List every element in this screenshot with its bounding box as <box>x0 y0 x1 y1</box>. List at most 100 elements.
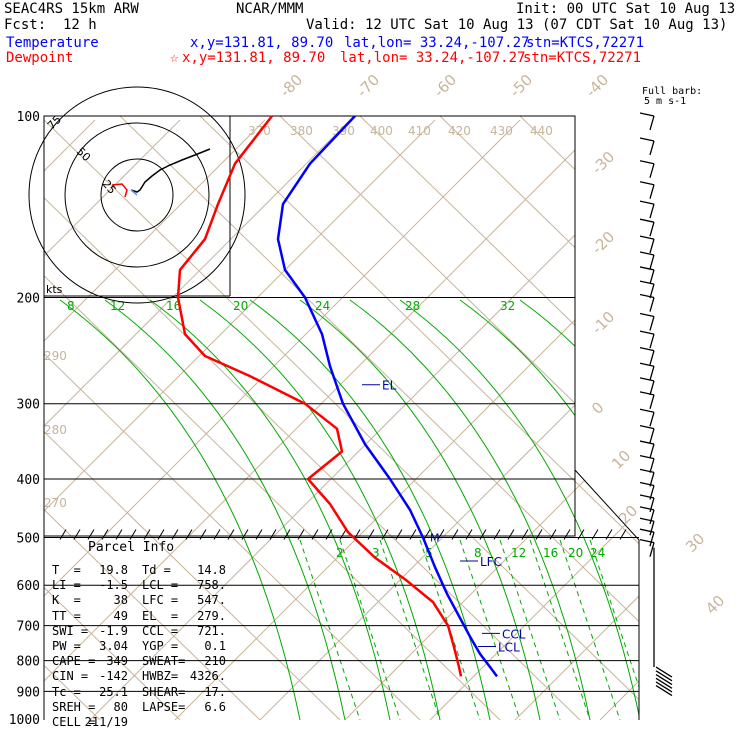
wind-barb-staff <box>649 222 655 237</box>
mixing-ratio-label: 20 <box>568 546 583 560</box>
hodograph-ring-label: 25 <box>100 178 119 197</box>
isotherm-label: -60 <box>430 71 460 101</box>
wind-barb-staff <box>649 140 655 156</box>
moist-adiabat-line <box>149 299 391 720</box>
parcel-info-a: T = <box>52 563 81 577</box>
parcel-info-av: -142 <box>99 669 128 684</box>
theta-label: 280 <box>44 423 67 437</box>
hatch-mark <box>311 529 319 540</box>
wind-barb-flag <box>639 454 655 460</box>
hatch-mark <box>577 529 585 540</box>
moist-adiabat-label: 8 <box>67 299 75 313</box>
isotherm-label: -10 <box>588 308 618 338</box>
wind-barb-flag <box>639 330 655 335</box>
isotherm-line <box>514 119 639 720</box>
isotherm-label: -70 <box>353 71 383 101</box>
wind-barb-flag <box>639 251 655 256</box>
theta-label: 420 <box>448 124 471 138</box>
moist-adiabat-line <box>199 299 441 720</box>
isotherm-line <box>44 119 436 720</box>
wind-barb-staff <box>649 521 655 536</box>
theta-label: 290 <box>44 349 67 363</box>
hatch-mark <box>241 529 249 540</box>
parcel-info-a: TT = <box>52 608 81 623</box>
mixing-ratio-line <box>559 539 621 720</box>
hatch-mark <box>535 529 543 540</box>
dry-adiabat-line <box>680 116 740 720</box>
parcel-info-bv: 17. <box>204 684 226 699</box>
level-label-el: EL <box>382 379 397 393</box>
hatch-mark <box>143 529 151 540</box>
isotherm-line <box>44 119 266 720</box>
mixing-ratio-label: 8 <box>474 546 482 560</box>
parcel-info-bv: 0.1 <box>204 639 226 653</box>
isotherm-line <box>44 119 351 720</box>
level-label-lcl: LCL <box>498 640 520 654</box>
temperature-latlon: lat,lon= 33.24,-107.27 <box>344 35 530 51</box>
moist-adiabat-label: 24 <box>315 299 330 313</box>
hatch-mark <box>339 529 347 540</box>
mixing-ratio-label: 2 <box>336 546 344 560</box>
parcel-info-av: -1.9 <box>99 623 128 638</box>
wind-barb-flag <box>639 408 655 413</box>
wind-barb-staff <box>649 203 655 219</box>
parcel-info-bv: 14.8 <box>197 563 226 577</box>
wind-barb-staff <box>649 412 655 427</box>
parcel-info-bv: 547. <box>197 593 226 608</box>
mixing-ratio-line <box>529 539 591 720</box>
hodograph-low-trace <box>111 183 128 198</box>
isotherm-label: -20 <box>588 228 618 258</box>
dewpoint-legend-label: Dewpoint <box>6 50 74 66</box>
wind-barb-flag <box>639 181 655 186</box>
parcel-info-bv: 210 <box>204 654 226 669</box>
dewpoint-xy: x,y=131.81, 89.70 <box>182 50 326 66</box>
wind-barb-staff <box>649 380 655 396</box>
hatch-mark <box>451 529 459 540</box>
wind-barb-flag <box>639 391 655 396</box>
mixing-ratio-label: 3 <box>372 546 380 560</box>
parcel-info-bv: 6.6 <box>204 699 226 714</box>
dry-adiabat-line <box>519 116 639 720</box>
wind-barb-flag <box>639 200 655 205</box>
isotherm-line <box>174 119 639 720</box>
hatch-mark <box>283 529 291 540</box>
wind-barb-flag <box>639 160 655 165</box>
moist-adiabat-line <box>249 299 491 720</box>
parcel-info-bv: 279. <box>197 608 226 623</box>
theta-label: 270 <box>44 496 67 510</box>
hatch-mark <box>395 529 403 540</box>
hodograph-ring <box>28 86 246 304</box>
parcel-info-title: Parcel Info <box>88 540 175 555</box>
wind-barb-flag <box>639 347 655 352</box>
isotherm-line <box>44 119 521 720</box>
moist-adiabat-line <box>399 299 639 720</box>
fcst-label: Fcst: <box>4 17 47 33</box>
wind-barb-low <box>655 681 673 693</box>
hatch-mark <box>269 529 277 540</box>
wind-barb-flag <box>639 468 655 474</box>
hatch-mark <box>297 529 305 540</box>
theta-label: 410 <box>408 124 431 138</box>
wind-barb-staff <box>649 366 655 381</box>
level-label-ccl: CCL <box>502 627 526 641</box>
moist-adiabat-line <box>519 299 639 720</box>
hatch-mark <box>563 529 571 540</box>
hodograph-trace <box>130 148 211 193</box>
hatch-mark <box>227 529 235 540</box>
hatch-mark <box>605 529 613 540</box>
temperature-line <box>276 115 499 678</box>
parcel-info-av: 25.1 <box>99 684 128 699</box>
hodograph-ring-label: 50 <box>74 145 93 164</box>
plot-frame-slant <box>574 469 640 720</box>
dry-adiabat-line <box>44 116 421 720</box>
wind-barb-staff <box>649 283 655 299</box>
wind-barb-staff <box>649 472 655 487</box>
hatch-mark <box>423 529 431 540</box>
pressure-tick-label: 900 <box>17 685 40 700</box>
isotherm-label: -50 <box>506 71 536 101</box>
hatch-mark <box>409 529 417 540</box>
wind-barb-flag <box>639 440 655 445</box>
hatch-mark <box>73 529 81 540</box>
pressure-tick-label: 400 <box>17 473 40 488</box>
isotherm-line <box>599 119 639 720</box>
